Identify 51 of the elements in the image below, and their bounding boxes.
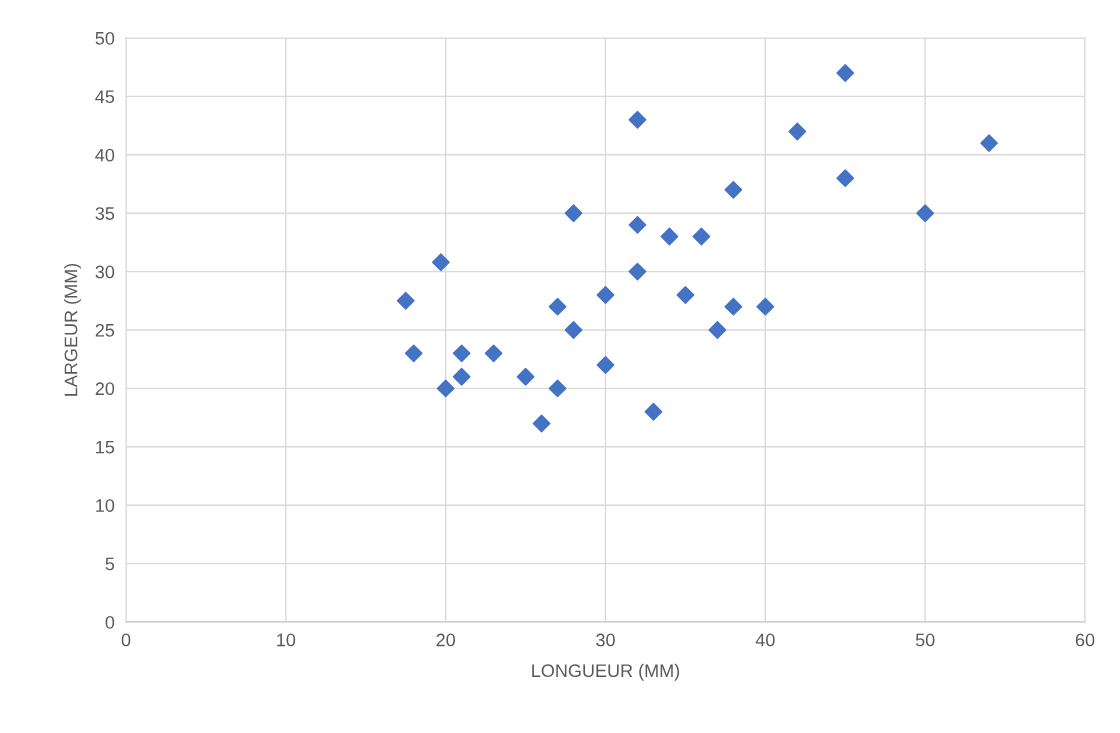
point <box>660 227 679 246</box>
point <box>724 180 743 199</box>
point <box>836 64 855 82</box>
point <box>404 344 423 363</box>
y-tick-label: 45 <box>95 90 115 104</box>
point <box>628 262 647 281</box>
point <box>484 344 503 363</box>
point <box>836 169 855 188</box>
x-tick-label: 40 <box>755 633 775 647</box>
y-tick-label: 30 <box>95 265 115 279</box>
point <box>532 414 551 433</box>
point <box>756 297 775 316</box>
point <box>676 286 695 304</box>
point <box>564 204 583 223</box>
point <box>396 291 415 310</box>
point <box>452 367 471 386</box>
y-tick-label: 15 <box>96 440 115 454</box>
point <box>788 122 807 141</box>
x-tick-label: 60 <box>1075 633 1095 647</box>
point <box>692 227 711 246</box>
point <box>516 367 535 386</box>
y-tick-label: 50 <box>95 31 115 45</box>
point <box>644 402 663 421</box>
point <box>564 321 583 339</box>
x-tick-label: 10 <box>277 633 296 647</box>
point <box>916 204 935 223</box>
y-tick-label: 40 <box>95 148 115 162</box>
x-axis-title: LONGUEUR (MM) <box>532 663 680 681</box>
point <box>431 253 450 272</box>
point <box>548 379 567 398</box>
x-tick-label: 50 <box>915 633 935 647</box>
y-tick-label: 10 <box>96 499 115 512</box>
point <box>548 297 567 316</box>
y-tick-label: 25 <box>95 323 115 337</box>
y-tick-label: 5 <box>105 557 115 571</box>
y-tick-label: 20 <box>95 382 115 396</box>
point <box>628 215 647 234</box>
y-tick-label: 0 <box>105 615 115 629</box>
x-tick-label: 20 <box>436 633 455 647</box>
x-tick-label: 30 <box>596 633 615 647</box>
x-tick-label: 0 <box>121 633 131 647</box>
point <box>980 134 999 153</box>
point <box>708 321 727 339</box>
y-axis-title: LARGEUR (MM) <box>64 263 81 396</box>
point <box>628 110 647 129</box>
point <box>596 286 615 304</box>
point <box>596 356 615 374</box>
point <box>452 344 471 363</box>
point <box>436 379 455 398</box>
point <box>724 297 743 316</box>
y-tick-label: 35 <box>95 207 115 220</box>
